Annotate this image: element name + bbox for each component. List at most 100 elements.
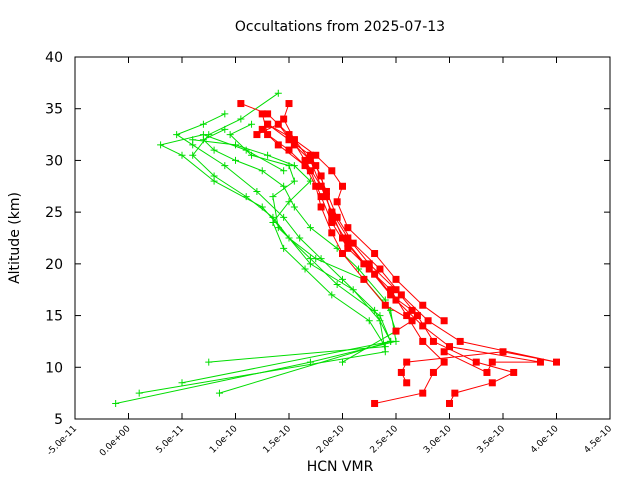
data-point (322, 187, 330, 195)
data-point (392, 296, 400, 304)
data-point (403, 379, 411, 387)
data-point (280, 244, 288, 252)
data-point (205, 358, 213, 366)
data-point (456, 337, 464, 345)
data-point (274, 89, 282, 97)
data-point (226, 131, 234, 139)
data-point (290, 162, 298, 170)
data-point (387, 337, 395, 345)
y-tick-label: 35 (45, 102, 63, 118)
data-point (403, 358, 411, 366)
x-tick-label: 2.0e-10 (315, 424, 347, 456)
data-point (221, 125, 229, 133)
data-point (408, 306, 416, 314)
data-point (173, 131, 181, 139)
data-point (440, 348, 448, 356)
x-tick-label: 1.0e-10 (208, 424, 240, 456)
data-point (306, 224, 314, 232)
data-point (510, 368, 518, 376)
y-tick-label: 15 (45, 309, 63, 325)
data-point (258, 203, 266, 211)
data-point (274, 120, 282, 128)
series-4 (189, 136, 389, 366)
data-point (290, 203, 298, 211)
data-point (221, 162, 229, 170)
data-point (328, 213, 336, 221)
data-point (296, 234, 304, 242)
data-point (344, 234, 352, 242)
data-point (253, 131, 261, 139)
data-point (285, 100, 293, 108)
x-tick-label: 1.5e-10 (262, 424, 294, 456)
data-point (280, 167, 288, 175)
data-point (429, 337, 437, 345)
data-point (189, 136, 197, 144)
data-point (317, 172, 325, 180)
y-tick-label: 30 (45, 153, 63, 169)
series-9 (258, 110, 544, 376)
data-point (274, 141, 282, 149)
data-point (258, 167, 266, 175)
data-point (221, 110, 229, 118)
data-point (483, 368, 491, 376)
data-point (371, 270, 379, 278)
data-point (264, 110, 272, 118)
data-point (488, 358, 496, 366)
data-point (333, 213, 341, 221)
data-point (306, 167, 314, 175)
data-point (339, 275, 346, 283)
data-point (339, 358, 346, 366)
data-point (349, 239, 357, 247)
y-tick-label: 5 (54, 412, 63, 428)
data-point (280, 213, 288, 221)
data-point (403, 312, 411, 320)
data-point (451, 389, 459, 397)
data-point (157, 141, 165, 149)
data-point (408, 317, 416, 325)
y-tick-label: 10 (45, 360, 63, 376)
series-line (267, 123, 413, 311)
data-point (269, 193, 277, 201)
x-tick-label: 3.0e-10 (422, 424, 454, 456)
x-tick-label: -5.0e-11 (45, 424, 79, 458)
data-point (371, 250, 379, 258)
data-point (215, 389, 223, 397)
data-point (339, 182, 346, 190)
data-point (264, 120, 272, 128)
x-tick-label: 4.5e-10 (583, 424, 615, 456)
x-tick-label: 3.5e-10 (476, 424, 508, 456)
data-point (264, 151, 272, 159)
data-point (419, 322, 427, 330)
data-point (392, 286, 400, 294)
data-point (178, 151, 186, 159)
y-axis: 5 10 15 20 25 30 35 40 (45, 50, 610, 428)
data-point (344, 239, 352, 247)
data-point (376, 312, 384, 320)
data-point (328, 208, 336, 216)
data-point (333, 198, 341, 206)
data-point (178, 379, 186, 387)
data-point (360, 275, 368, 283)
data-point (419, 337, 427, 345)
x-tick-label: 5.0e-11 (155, 424, 187, 456)
data-point (317, 193, 325, 201)
data-point (446, 399, 453, 407)
plot-series (112, 89, 560, 407)
data-point (317, 182, 325, 190)
x-tick-label: 4.0e-10 (529, 424, 561, 456)
data-point (536, 358, 544, 366)
data-point (339, 234, 346, 242)
data-point (253, 187, 261, 195)
data-point (301, 162, 309, 170)
data-point (258, 125, 266, 133)
data-point (189, 151, 197, 159)
data-point (553, 358, 560, 366)
data-point (387, 286, 395, 294)
data-point (333, 281, 341, 289)
data-point (285, 146, 293, 154)
data-point (280, 182, 288, 190)
y-tick-label: 20 (45, 257, 63, 273)
data-point (344, 224, 352, 232)
data-point (365, 265, 373, 273)
